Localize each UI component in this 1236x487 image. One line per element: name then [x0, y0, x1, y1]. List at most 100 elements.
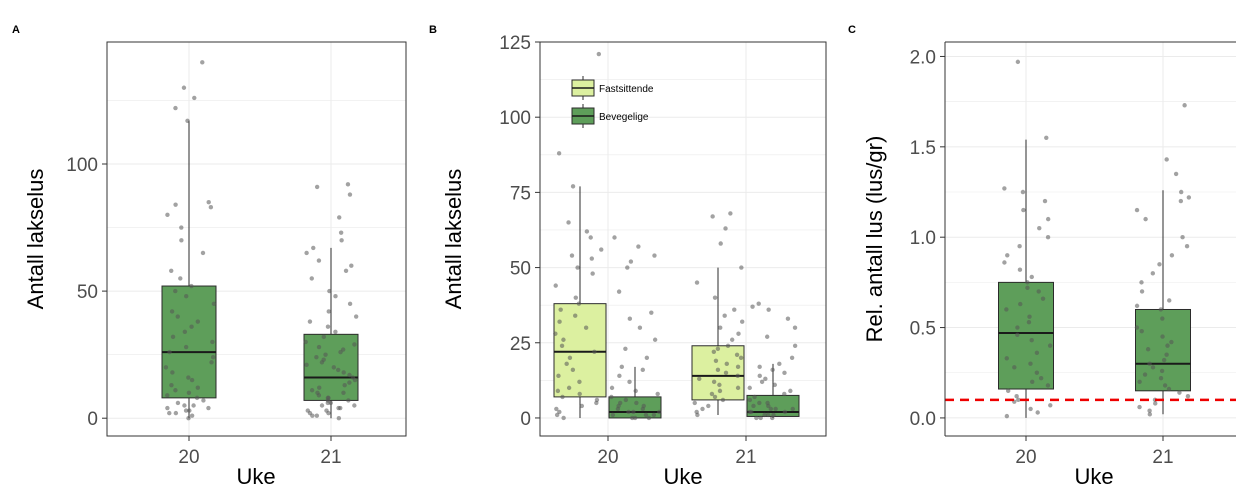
data-point: [766, 307, 771, 312]
data-point: [1160, 334, 1165, 339]
data-point: [579, 403, 585, 409]
data-point: [186, 390, 192, 395]
data-point: [636, 244, 641, 249]
data-point: [165, 393, 170, 398]
panel-b: B Fastsittende Bevegelige 0255075100125 …: [429, 24, 827, 487]
data-point: [1038, 375, 1044, 381]
data-point: [1186, 195, 1192, 200]
data-point: [1015, 325, 1020, 330]
data-point: [1045, 216, 1051, 222]
data-point: [169, 309, 175, 314]
data-point: [567, 355, 573, 361]
data-point: [173, 388, 178, 393]
data-point: [1147, 408, 1152, 413]
data-point: [711, 379, 717, 385]
data-point: [557, 319, 562, 324]
data-point: [201, 398, 206, 403]
panel-b-x-axis-title: Uke: [663, 464, 702, 487]
data-point: [314, 355, 319, 360]
data-point: [1184, 244, 1190, 249]
data-point: [170, 334, 176, 340]
data-point: [1134, 325, 1140, 330]
data-point: [765, 412, 771, 418]
data-point: [1147, 412, 1153, 417]
data-point: [1004, 356, 1009, 361]
panel-b-y-axis-title: Antall lakselus: [441, 169, 466, 310]
data-point: [1027, 314, 1032, 319]
data-point: [1014, 394, 1019, 399]
data-point: [768, 406, 774, 412]
data-point: [1180, 234, 1185, 240]
data-point: [167, 349, 172, 355]
data-point: [1134, 207, 1140, 213]
y-tick-label: 0: [87, 409, 98, 430]
data-point: [559, 343, 565, 348]
data-point: [577, 379, 582, 385]
panel-c-letter: C: [848, 24, 856, 36]
data-point: [1162, 383, 1168, 388]
data-point: [328, 400, 333, 406]
data-point: [735, 373, 740, 379]
data-point: [337, 215, 342, 220]
data-point: [311, 245, 316, 251]
data-point: [345, 182, 351, 187]
data-point: [1166, 386, 1172, 392]
data-point: [1178, 198, 1184, 204]
data-point: [211, 301, 217, 307]
data-point: [713, 358, 719, 364]
data-point: [1134, 303, 1140, 309]
data-point: [206, 199, 211, 205]
data-point: [189, 413, 195, 418]
data-point: [333, 293, 338, 299]
data-point: [1164, 157, 1169, 162]
data-point: [353, 314, 359, 319]
data-point: [561, 415, 566, 421]
data-point: [321, 357, 326, 362]
y-tick-label: 125: [499, 33, 531, 54]
y-tick-label: 100: [499, 108, 531, 129]
data-point: [1025, 280, 1030, 285]
data-point: [181, 85, 187, 90]
data-point: [720, 397, 726, 403]
data-point: [325, 324, 331, 329]
data-point: [343, 268, 349, 273]
data-point: [756, 301, 761, 306]
data-point: [210, 355, 216, 360]
data-point: [178, 276, 183, 281]
data-point: [1150, 365, 1156, 370]
data-point: [772, 382, 778, 388]
data-point: [694, 409, 699, 415]
data-point: [200, 60, 205, 65]
panel-c: C 0.00.51.01.52.0 20 21 Uke Rel. antall l…: [848, 24, 1236, 487]
data-point: [564, 361, 569, 367]
data-point: [554, 406, 559, 412]
data-point: [652, 253, 657, 258]
data-point: [173, 410, 179, 416]
data-point: [1040, 296, 1046, 301]
data-point: [763, 376, 768, 382]
data-point: [777, 361, 782, 367]
data-point: [649, 310, 654, 315]
data-point: [566, 220, 571, 225]
data-point: [617, 400, 623, 406]
data-point: [333, 329, 338, 334]
panel-c-frame: [944, 41, 1236, 437]
y-tick-label: 1.5: [910, 138, 936, 159]
data-point: [771, 412, 776, 418]
y-tick-label: 50: [510, 259, 531, 280]
data-point: [1153, 401, 1158, 406]
panel-b-points: [553, 51, 798, 421]
data-point: [570, 367, 576, 373]
data-point: [715, 346, 721, 351]
data-point: [782, 391, 787, 397]
data-point: [303, 339, 308, 345]
data-point: [309, 276, 314, 281]
data-point: [751, 403, 756, 409]
data-point: [1139, 289, 1145, 294]
data-point: [718, 241, 723, 246]
data-point: [773, 406, 778, 412]
data-point: [314, 413, 320, 418]
data-point: [1167, 298, 1172, 303]
legend-key-bevegelige: [571, 104, 595, 128]
